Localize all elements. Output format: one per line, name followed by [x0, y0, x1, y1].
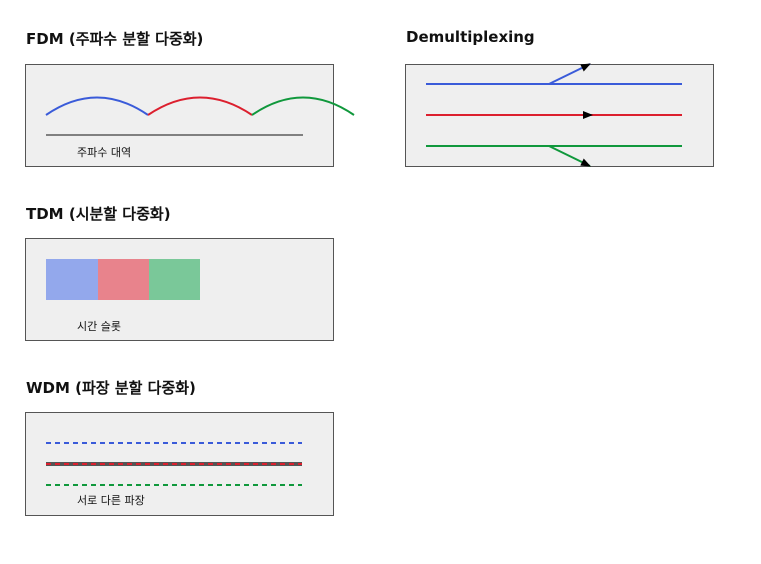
fdm-band-red — [147, 96, 253, 116]
wdm-diagram: 서로 다른 파장 — [46, 442, 302, 507]
fdm-band-blue — [45, 96, 149, 116]
demux-arrow-green — [548, 145, 591, 167]
fdm-diagram: 주파수 대역 — [45, 96, 355, 159]
fdm-title: FDM (주파수 분할 다중화) — [26, 30, 204, 48]
demux-title: Demultiplexing — [406, 28, 535, 46]
wdm-title: WDM (파장 분할 다중화) — [26, 379, 196, 397]
wdm-caption: 서로 다른 파장 — [77, 494, 145, 507]
tdm-title: TDM (시분할 다중화) — [26, 205, 171, 223]
demux-arrow-blue — [548, 63, 591, 85]
tdm-diagram: 시간 슬롯 — [46, 259, 200, 333]
tdm-slot-red — [98, 259, 149, 300]
tdm-caption: 시간 슬롯 — [77, 320, 121, 333]
demux-diagram — [426, 63, 682, 167]
fdm-panel — [25, 64, 334, 167]
tdm-slot-blue — [46, 259, 98, 300]
fdm-axis-label: 주파수 대역 — [77, 146, 131, 159]
tdm-slot-green — [149, 259, 200, 300]
fdm-band-green — [251, 96, 355, 116]
